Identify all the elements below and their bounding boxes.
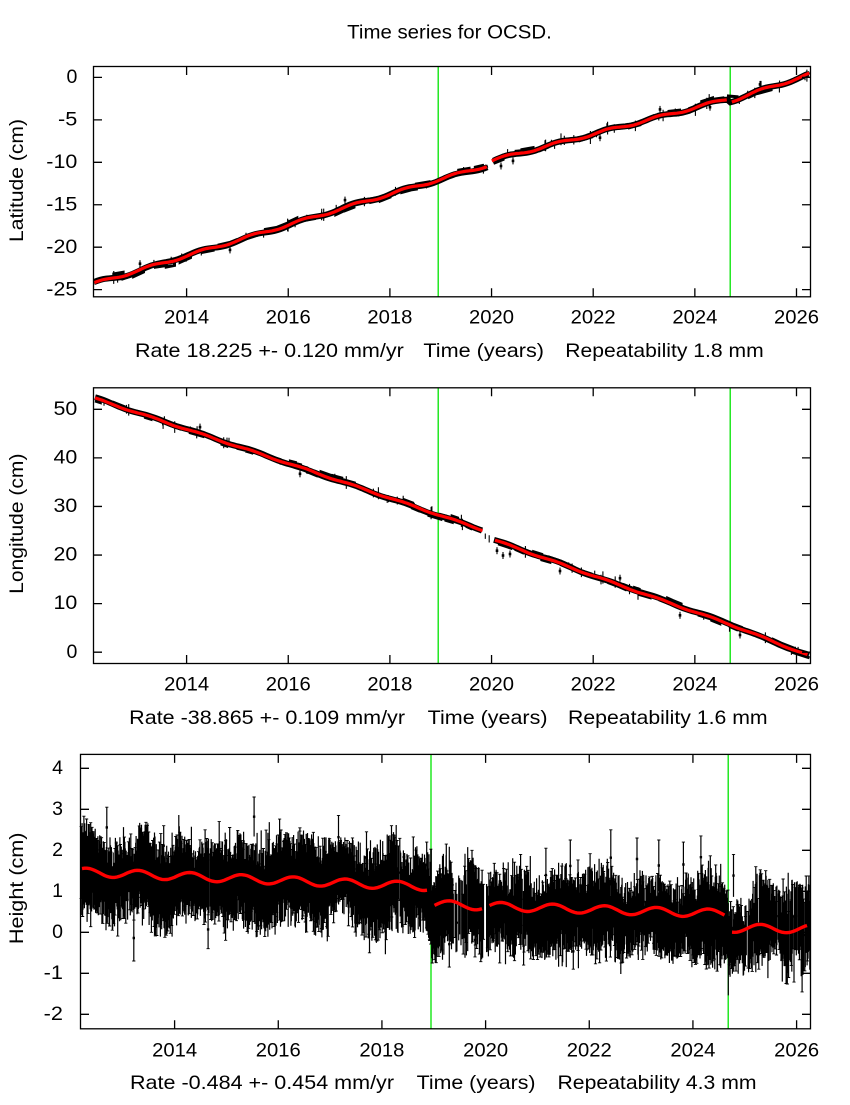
svg-text:Time (years): Time (years) [423, 340, 544, 362]
svg-text:2016: 2016 [256, 1039, 301, 1061]
svg-text:-1: -1 [44, 962, 63, 984]
svg-text:2: 2 [52, 839, 63, 861]
svg-text:2022: 2022 [571, 307, 616, 329]
svg-text:2024: 2024 [672, 307, 717, 329]
svg-text:-25: -25 [46, 278, 77, 300]
svg-text:Time series for OCSD.: Time series for OCSD. [347, 22, 552, 44]
svg-text:2024: 2024 [670, 1039, 715, 1061]
svg-text:2014: 2014 [152, 1039, 197, 1061]
svg-text:2022: 2022 [571, 673, 616, 695]
svg-text:20: 20 [54, 544, 78, 566]
svg-text:Time (years): Time (years) [417, 1072, 536, 1094]
svg-text:2026: 2026 [774, 307, 819, 329]
svg-text:2018: 2018 [359, 1039, 404, 1061]
svg-text:Height (cm): Height (cm) [6, 833, 28, 945]
svg-text:2014: 2014 [164, 673, 209, 695]
svg-text:2020: 2020 [463, 1039, 508, 1061]
svg-text:Longitude (cm): Longitude (cm) [6, 454, 28, 594]
svg-text:-10: -10 [46, 151, 77, 173]
svg-text:-15: -15 [46, 193, 77, 215]
svg-text:2020: 2020 [469, 673, 514, 695]
svg-text:0: 0 [52, 921, 63, 943]
svg-text:2026: 2026 [774, 673, 819, 695]
svg-text:1: 1 [52, 880, 63, 902]
svg-text:2016: 2016 [266, 307, 311, 329]
svg-text:2018: 2018 [367, 307, 412, 329]
svg-text:Rate -38.865 +- 0.109 mm/yr: Rate -38.865 +- 0.109 mm/yr [129, 707, 405, 729]
svg-text:Repeatability 4.3 mm: Repeatability 4.3 mm [558, 1072, 757, 1094]
svg-text:-2: -2 [44, 1003, 63, 1025]
svg-text:40: 40 [54, 446, 78, 468]
svg-text:4: 4 [52, 757, 63, 779]
svg-text:3: 3 [52, 798, 63, 820]
svg-text:2026: 2026 [774, 1039, 819, 1061]
svg-text:Repeatability 1.8 mm: Repeatability 1.8 mm [565, 340, 763, 362]
svg-text:Repeatability 1.6 mm: Repeatability 1.6 mm [568, 707, 768, 729]
svg-text:Rate 18.225 +- 0.120 mm/yr: Rate 18.225 +- 0.120 mm/yr [135, 340, 404, 362]
svg-text:50: 50 [54, 398, 78, 420]
svg-text:-20: -20 [46, 236, 77, 258]
svg-text:Time (years): Time (years) [428, 707, 548, 729]
svg-text:2014: 2014 [164, 307, 209, 329]
svg-text:Rate -0.484 +- 0.454 mm/yr: Rate -0.484 +- 0.454 mm/yr [130, 1072, 395, 1094]
svg-text:2020: 2020 [469, 307, 514, 329]
svg-text:2024: 2024 [672, 673, 717, 695]
svg-text:-5: -5 [58, 108, 77, 130]
svg-text:2018: 2018 [367, 673, 412, 695]
svg-text:0: 0 [66, 641, 77, 663]
svg-text:2016: 2016 [266, 673, 311, 695]
svg-text:Latitude (cm): Latitude (cm) [6, 119, 28, 242]
svg-text:30: 30 [54, 495, 78, 517]
svg-text:2022: 2022 [567, 1039, 612, 1061]
svg-text:0: 0 [66, 66, 77, 88]
svg-text:10: 10 [54, 592, 78, 614]
